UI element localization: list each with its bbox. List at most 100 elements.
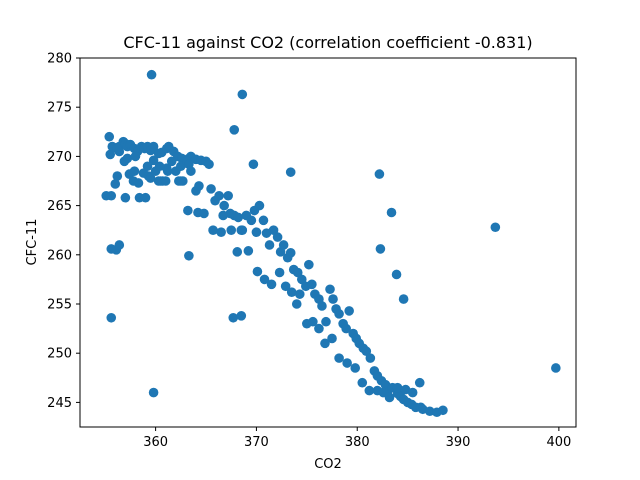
data-point	[375, 244, 386, 254]
y-tick-label: 265	[47, 199, 72, 214]
y-tick-label: 250	[47, 347, 72, 362]
data-point	[206, 184, 216, 194]
data-point	[208, 225, 218, 235]
data-point	[229, 125, 240, 135]
x-tick-label: 370	[244, 435, 269, 450]
data-point	[106, 244, 117, 254]
y-tick-label: 270	[47, 150, 72, 165]
y-tick-label: 245	[47, 396, 72, 411]
data-point	[232, 247, 243, 257]
data-point	[223, 190, 233, 201]
data-point	[350, 363, 361, 373]
data-point	[183, 205, 193, 216]
x-tick-label: 400	[546, 435, 571, 450]
data-point	[237, 225, 248, 235]
data-point	[294, 289, 305, 299]
data-point	[272, 232, 283, 242]
data-point	[314, 323, 324, 334]
data-point	[334, 353, 344, 363]
data-point	[286, 287, 297, 297]
x-tick-label: 360	[143, 435, 168, 450]
data-point	[304, 259, 314, 270]
data-point	[237, 89, 248, 100]
data-point	[357, 377, 368, 388]
data-point	[551, 363, 561, 373]
data-point	[162, 166, 173, 176]
x-axis-label: CO2	[314, 457, 342, 472]
data-point	[199, 208, 209, 219]
data-point	[204, 159, 214, 170]
data-point	[106, 190, 117, 201]
data-point	[407, 387, 418, 398]
data-point	[490, 222, 501, 233]
data-point	[252, 266, 263, 277]
chart-title: CFC-11 against CO2 (correlation coeffici…	[123, 33, 532, 52]
data-point	[308, 316, 318, 327]
data-point	[374, 169, 385, 179]
data-point	[228, 312, 239, 323]
data-point	[140, 192, 151, 203]
data-point	[259, 274, 270, 285]
data-point	[398, 294, 409, 304]
data-point	[341, 323, 351, 334]
data-point	[386, 207, 397, 218]
data-point	[266, 279, 277, 290]
data-point	[285, 167, 296, 177]
data-point	[391, 269, 402, 280]
data-point	[246, 215, 257, 226]
y-tick-label: 275	[47, 101, 72, 116]
data-point	[233, 212, 244, 223]
y-axis-label: CFC-11	[25, 219, 40, 266]
data-point	[392, 382, 403, 393]
data-point	[317, 301, 327, 311]
data-point	[148, 155, 159, 166]
data-point	[112, 171, 123, 181]
x-tick-label: 390	[446, 435, 471, 450]
data-points	[101, 69, 561, 418]
data-point	[364, 385, 375, 396]
data-point	[384, 392, 395, 403]
data-point	[291, 299, 302, 309]
data-point	[104, 131, 115, 142]
data-point	[122, 153, 133, 164]
data-point	[130, 151, 141, 162]
y-tick-label: 260	[47, 248, 72, 263]
data-point	[254, 200, 265, 211]
data-point	[110, 179, 121, 189]
data-point	[148, 141, 159, 152]
data-point	[226, 225, 237, 235]
data-point	[342, 358, 352, 368]
data-point	[184, 250, 194, 261]
data-point	[243, 246, 254, 256]
plot-area-background	[80, 58, 576, 427]
plot-area-frame	[79, 57, 577, 428]
y-tick-label: 280	[47, 52, 72, 67]
x-tick-label: 380	[345, 435, 370, 450]
data-point	[148, 387, 159, 398]
axis-ticks: 360 370 380 390 400 245 250 255 260 265 270 275 280	[47, 52, 571, 451]
data-point	[438, 405, 448, 416]
data-point	[114, 240, 125, 250]
data-point	[321, 316, 331, 327]
data-point	[328, 294, 338, 304]
data-point	[251, 227, 262, 237]
data-point	[425, 406, 435, 417]
data-point	[128, 176, 139, 186]
data-point	[258, 215, 269, 226]
data-point	[129, 166, 140, 176]
data-point	[248, 159, 259, 170]
data-point	[194, 181, 204, 191]
y-tick-label: 255	[47, 298, 72, 313]
data-point	[218, 210, 228, 221]
data-point	[219, 200, 229, 211]
data-point	[105, 149, 116, 160]
data-point	[274, 267, 285, 278]
data-point	[166, 156, 177, 167]
data-point	[216, 227, 226, 237]
data-point	[344, 306, 354, 316]
data-point	[325, 284, 335, 295]
data-point	[285, 248, 296, 258]
data-point	[278, 240, 289, 250]
data-point	[334, 309, 344, 319]
